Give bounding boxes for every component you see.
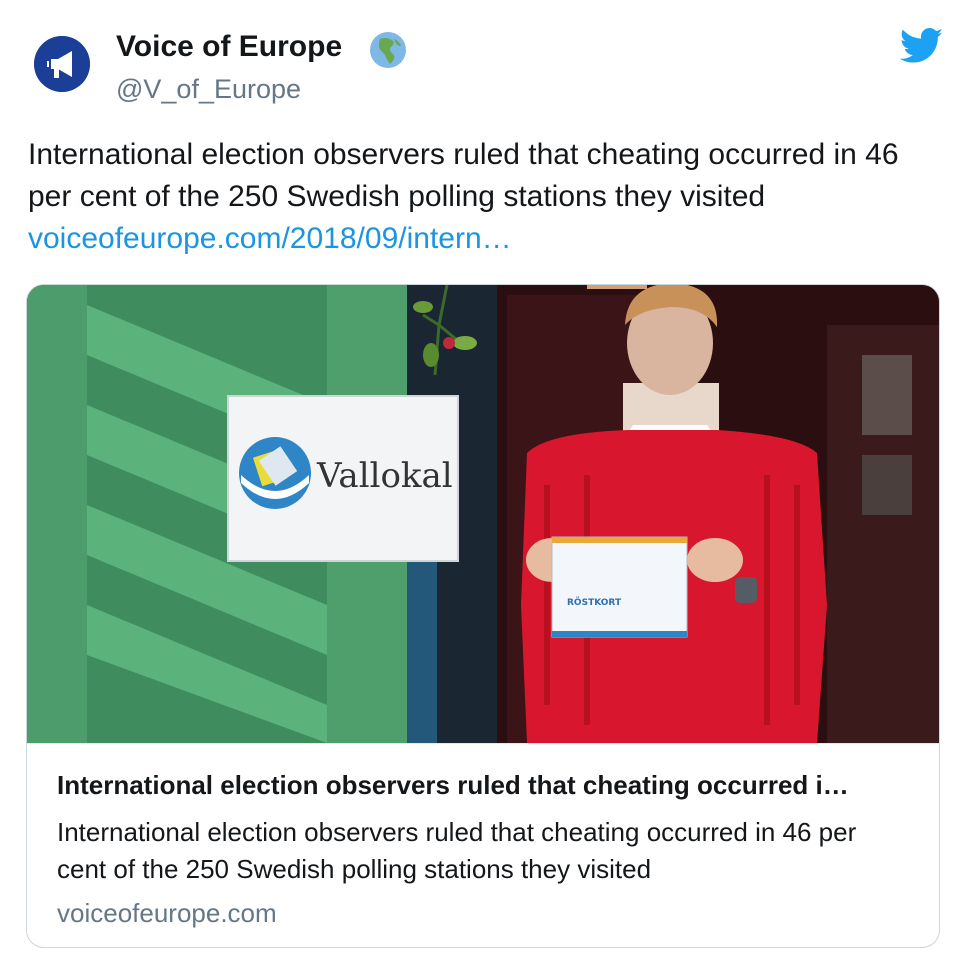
twitter-bird-icon[interactable]	[900, 28, 944, 64]
tweet-link[interactable]: voiceofeurope.com/2018/09/intern…	[28, 222, 512, 255]
card-image[interactable]: Vallokal RÖSTKORT	[27, 285, 939, 743]
megaphone-icon	[34, 36, 90, 92]
envelope-text: RÖSTKORT	[567, 597, 622, 608]
card-domain[interactable]: voiceofeurope.com	[57, 898, 277, 928]
card-description: International election observers ruled t…	[57, 817, 857, 884]
tweet-body: International election observers ruled t…	[28, 134, 938, 260]
avatar[interactable]	[34, 36, 90, 92]
tweet-header: Voice of Europe @V_of_Europe	[0, 0, 970, 120]
author-name[interactable]: Voice of Europe	[116, 30, 343, 63]
card-body[interactable]: International election observers ruled t…	[27, 743, 939, 947]
link-preview-card[interactable]: Vallokal RÖSTKORT International election…	[26, 284, 940, 948]
tweet-text: International election observers ruled t…	[28, 138, 899, 213]
card-title[interactable]: International election observers ruled t…	[57, 770, 849, 800]
globe-europe-africa-icon	[370, 32, 406, 68]
author-handle[interactable]: @V_of_Europe	[116, 74, 302, 104]
sign-text: Vallokal	[316, 456, 453, 496]
